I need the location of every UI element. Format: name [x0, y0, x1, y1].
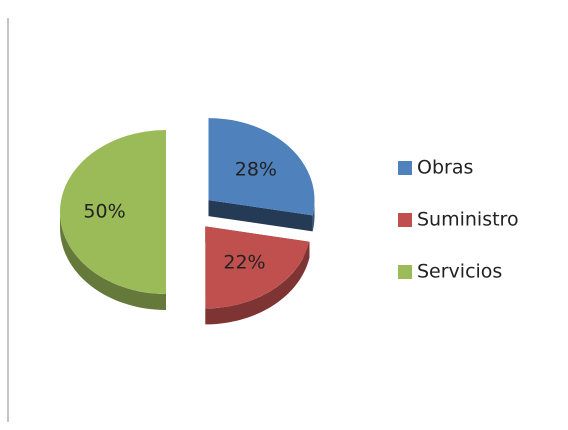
slice-top	[60, 130, 166, 294]
legend-swatch	[398, 161, 412, 175]
data-label: 22%	[223, 252, 265, 274]
slice-cut-face	[208, 200, 313, 232]
legend-swatch	[398, 265, 412, 279]
pie-slice	[60, 130, 166, 310]
slice-side	[60, 212, 166, 310]
slice-top	[208, 118, 315, 216]
slice-side	[205, 241, 310, 325]
data-label: 28%	[235, 158, 277, 180]
slice-side	[312, 200, 315, 232]
legend-label: Servicios	[417, 261, 502, 283]
slice-top	[205, 226, 310, 309]
pie-slice	[208, 118, 315, 232]
legend-label: Obras	[417, 157, 473, 179]
pie-slice	[205, 226, 310, 325]
legend-label: Suministro	[417, 209, 519, 231]
data-label: 50%	[83, 201, 125, 223]
legend-swatch	[398, 213, 412, 227]
